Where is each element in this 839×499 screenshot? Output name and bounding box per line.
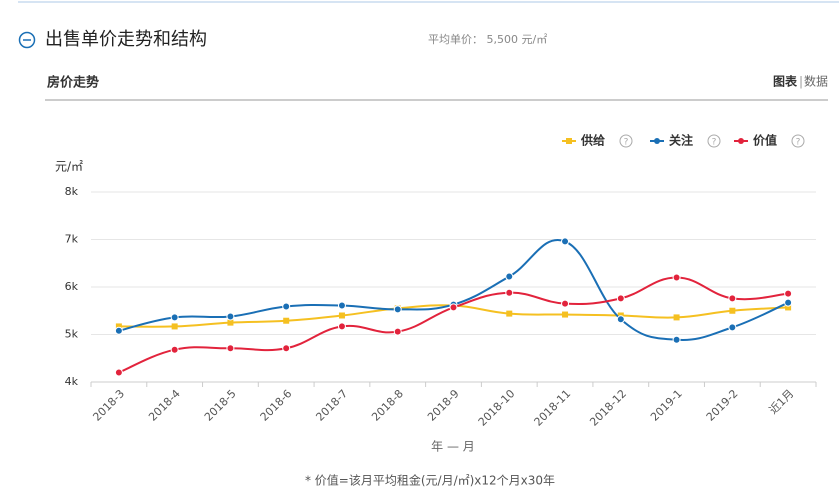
legend-label: 价值 — [753, 133, 777, 148]
x-tick-label: 近1月 — [767, 387, 797, 417]
legend-label: 供给 — [580, 133, 605, 148]
point — [505, 272, 514, 281]
point — [785, 304, 792, 311]
x-tick-label: 2018-6 — [258, 387, 295, 424]
point — [728, 294, 737, 303]
point — [505, 288, 514, 297]
point — [729, 307, 736, 314]
point — [672, 335, 681, 344]
point — [672, 273, 681, 282]
footnote: * 价值=该月平均租金(元/月/㎡)x12个月x30年 — [305, 473, 555, 488]
x-tick-label: 2018-9 — [425, 387, 462, 424]
legend-marker — [566, 138, 572, 144]
point — [171, 323, 178, 330]
y-tick-label: 8k — [65, 185, 79, 198]
x-tick-label: 2018-3 — [90, 387, 127, 424]
point — [226, 344, 235, 353]
point — [226, 312, 235, 321]
point — [393, 305, 402, 314]
x-tick-label: 2018-8 — [369, 387, 406, 424]
y-tick-label: 7k — [65, 233, 79, 246]
point — [728, 323, 737, 332]
point — [616, 294, 625, 303]
help-icon[interactable]: ? — [791, 134, 805, 148]
point — [506, 310, 513, 317]
x-tick-label: 2018-4 — [146, 387, 183, 424]
point — [114, 326, 123, 335]
x-tick-label: 2018-5 — [202, 387, 239, 424]
subtitle: 房价走势 — [47, 75, 99, 91]
point — [338, 312, 345, 319]
section-title: 出售单价走势和结构 — [45, 29, 207, 50]
y-tick-label: 4k — [65, 375, 79, 388]
point — [114, 368, 123, 377]
help-icon[interactable]: ? — [707, 134, 721, 148]
point — [784, 298, 793, 307]
point — [449, 303, 458, 312]
point — [562, 311, 569, 318]
point — [784, 289, 793, 298]
help-circle — [619, 134, 633, 148]
x-tick-label: 2019-2 — [704, 387, 741, 424]
legend-marker — [738, 138, 744, 144]
x-axis-label: 年 — 月 — [431, 440, 475, 454]
point — [227, 319, 234, 326]
help-icon[interactable]: ? — [619, 134, 633, 148]
help-mark: ? — [624, 138, 629, 148]
point — [170, 345, 179, 354]
help-circle — [707, 134, 721, 148]
tab-chart[interactable]: 图表 — [773, 74, 798, 89]
legend-marker — [654, 138, 660, 144]
tab-data[interactable]: 数据 — [804, 74, 828, 89]
y-axis-label: 元/㎡ — [55, 160, 83, 174]
x-tick-label: 2018-10 — [476, 387, 518, 429]
x-tick-label: 2018-11 — [532, 387, 574, 429]
point — [115, 323, 122, 330]
point — [673, 314, 680, 321]
help-mark: ? — [712, 138, 717, 148]
point — [283, 317, 290, 324]
tab-separator: | — [799, 75, 803, 89]
point — [282, 344, 291, 353]
x-tick-label: 2018-7 — [313, 387, 350, 424]
x-tick-label: 2018-12 — [587, 387, 629, 429]
collapse-icon[interactable] — [18, 31, 36, 49]
point — [170, 313, 179, 322]
point — [393, 327, 402, 336]
avg-price: 平均单价： 5,500 元/㎡ — [428, 33, 547, 46]
y-tick-label: 5k — [65, 328, 79, 341]
point — [561, 237, 570, 246]
point — [282, 302, 291, 311]
x-tick-label: 2019-1 — [648, 387, 685, 424]
help-circle — [791, 134, 805, 148]
point — [337, 322, 346, 331]
legend-label: 关注 — [669, 133, 693, 148]
y-tick-label: 6k — [65, 280, 79, 293]
point — [561, 299, 570, 308]
point — [616, 315, 625, 324]
series-line — [118, 238, 789, 341]
series-line — [118, 276, 789, 374]
help-mark: ? — [796, 138, 801, 148]
point — [337, 301, 346, 310]
